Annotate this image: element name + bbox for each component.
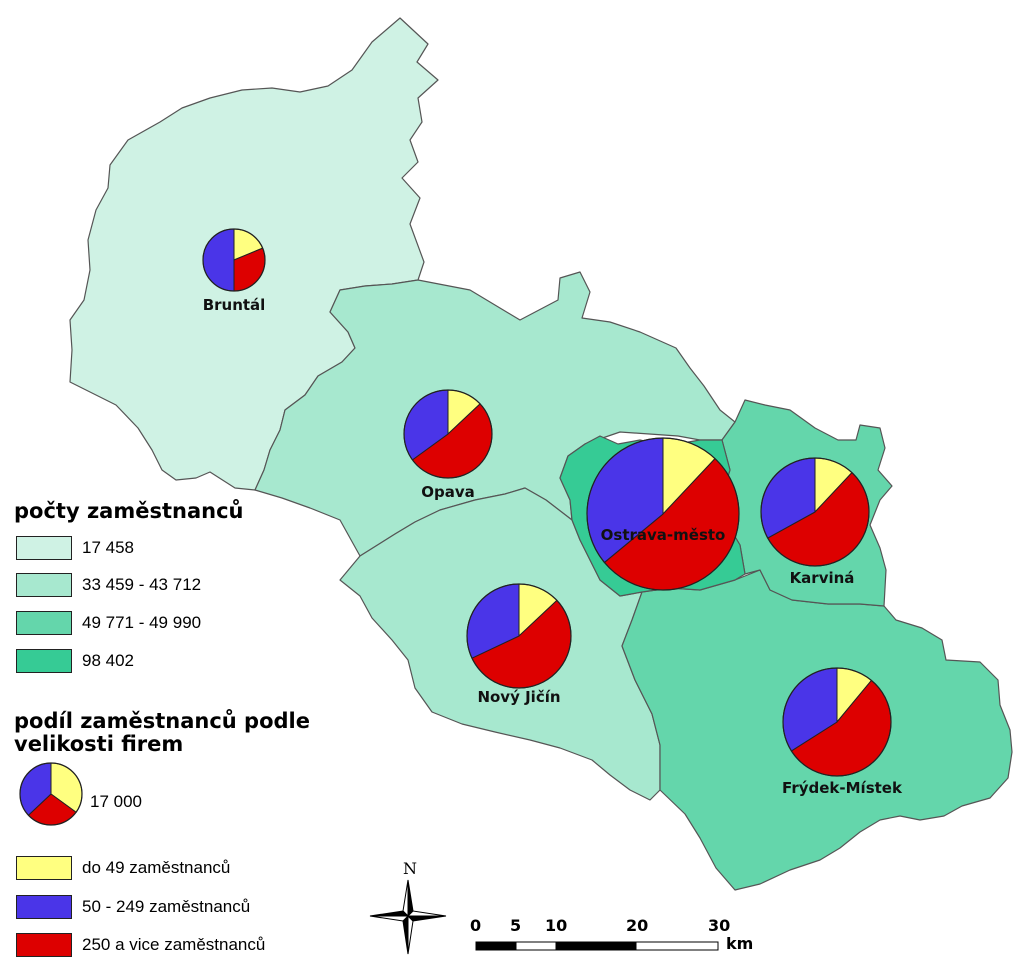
north-arrow-n-point-shade bbox=[407, 879, 414, 918]
north-arrow: N bbox=[369, 859, 447, 955]
legend-category-label: 250 a vice zaměstnanců bbox=[82, 935, 266, 954]
legend-share-title-line2: velikosti firem bbox=[14, 732, 184, 756]
north-arrow-label: N bbox=[403, 859, 417, 878]
legend-category-swatch-medium bbox=[16, 895, 72, 919]
legend-class-label: 98 402 bbox=[82, 651, 134, 670]
scale-unit-label: km bbox=[726, 934, 754, 953]
legend-class-label: 49 771 - 49 990 bbox=[82, 613, 202, 632]
legend-class-swatch-4 bbox=[16, 649, 72, 673]
pie-bruntal[interactable] bbox=[202, 228, 266, 292]
pie-novy-jicin-outline bbox=[466, 583, 572, 689]
scale-tick-label: 30 bbox=[708, 916, 731, 935]
north-arrow-w-point-shade bbox=[369, 915, 410, 922]
pies-layer bbox=[202, 228, 892, 777]
pie-karvina[interactable] bbox=[760, 457, 870, 567]
north-arrow-w-point bbox=[369, 910, 410, 917]
legend-pie-outline bbox=[19, 762, 83, 826]
legend-class-row: 98 402 bbox=[16, 648, 134, 674]
district-label-frydek-mistek: Frýdek-Místek bbox=[782, 779, 903, 797]
legend-class-label: 33 459 - 43 712 bbox=[82, 575, 202, 594]
pie-ostrava-mesto[interactable] bbox=[586, 437, 740, 591]
pie-karvina-outline bbox=[760, 457, 870, 567]
district-label-novy-jicin: Nový Jičín bbox=[477, 688, 560, 706]
legend-category-swatch-small bbox=[16, 856, 72, 880]
legend-share-title-line1: podíl zaměstnanců podle bbox=[14, 709, 310, 733]
scale-segment-3 bbox=[555, 941, 637, 951]
scale-bar bbox=[475, 941, 719, 951]
district-label-ostrava-mesto: Ostrava-město bbox=[601, 526, 726, 544]
legend-category-label: 50 - 249 zaměstnanců bbox=[82, 897, 251, 916]
legend-pie-size-label: 17 000 bbox=[90, 792, 142, 811]
legend-pie-symbol bbox=[19, 762, 83, 826]
district-label-opava: Opava bbox=[421, 483, 475, 501]
scale-segment-4 bbox=[635, 941, 719, 951]
scale-tick-label: 20 bbox=[626, 916, 649, 935]
district-label-bruntal: Bruntál bbox=[203, 296, 266, 314]
pie-frydek-mistek[interactable] bbox=[782, 667, 892, 777]
north-arrow-s-point-shade bbox=[407, 914, 414, 955]
scale-tick-label: 0 bbox=[470, 916, 482, 935]
pie-opava[interactable] bbox=[403, 389, 493, 479]
legend-category-row: do 49 zaměstnanců bbox=[16, 855, 230, 881]
legend-class-row: 17 458 bbox=[16, 535, 134, 561]
scale-segment-1 bbox=[475, 941, 517, 951]
pie-ostrava-mesto-outline bbox=[586, 437, 740, 591]
pie-novy-jicin[interactable] bbox=[466, 583, 572, 689]
scale-tick-label: 5 bbox=[510, 916, 522, 935]
legend-category-row: 50 - 249 zaměstnanců bbox=[16, 894, 250, 920]
legend-class-swatch-2 bbox=[16, 573, 72, 597]
north-arrow-e-point bbox=[406, 910, 447, 917]
legend-category-row: 250 a vice zaměstnanců bbox=[16, 932, 265, 958]
pie-opava-outline bbox=[403, 389, 493, 479]
legend-class-swatch-1 bbox=[16, 536, 72, 560]
district-label-karvina: Karviná bbox=[790, 569, 855, 587]
north-arrow-s-point bbox=[402, 914, 409, 955]
north-arrow-n-point bbox=[402, 879, 409, 918]
legend-class-swatch-3 bbox=[16, 611, 72, 635]
legend-counts-title: počty zaměstnanců bbox=[14, 499, 244, 523]
legend-category-swatch-large bbox=[16, 933, 72, 957]
legend-category-label: do 49 zaměstnanců bbox=[82, 858, 231, 877]
scale-tick-label: 10 bbox=[545, 916, 568, 935]
pie-bruntal-outline bbox=[202, 228, 266, 292]
legend-class-row: 33 459 - 43 712 bbox=[16, 572, 201, 598]
legend-class-row: 49 771 - 49 990 bbox=[16, 610, 201, 636]
north-arrow-e-point-shade bbox=[406, 915, 447, 922]
district-labels: Bruntál Opava Ostrava-město Karviná Nový… bbox=[203, 296, 903, 797]
legend-class-label: 17 458 bbox=[82, 538, 134, 557]
scale-segment-2 bbox=[515, 941, 557, 951]
pie-frydek-mistek-outline bbox=[782, 667, 892, 777]
